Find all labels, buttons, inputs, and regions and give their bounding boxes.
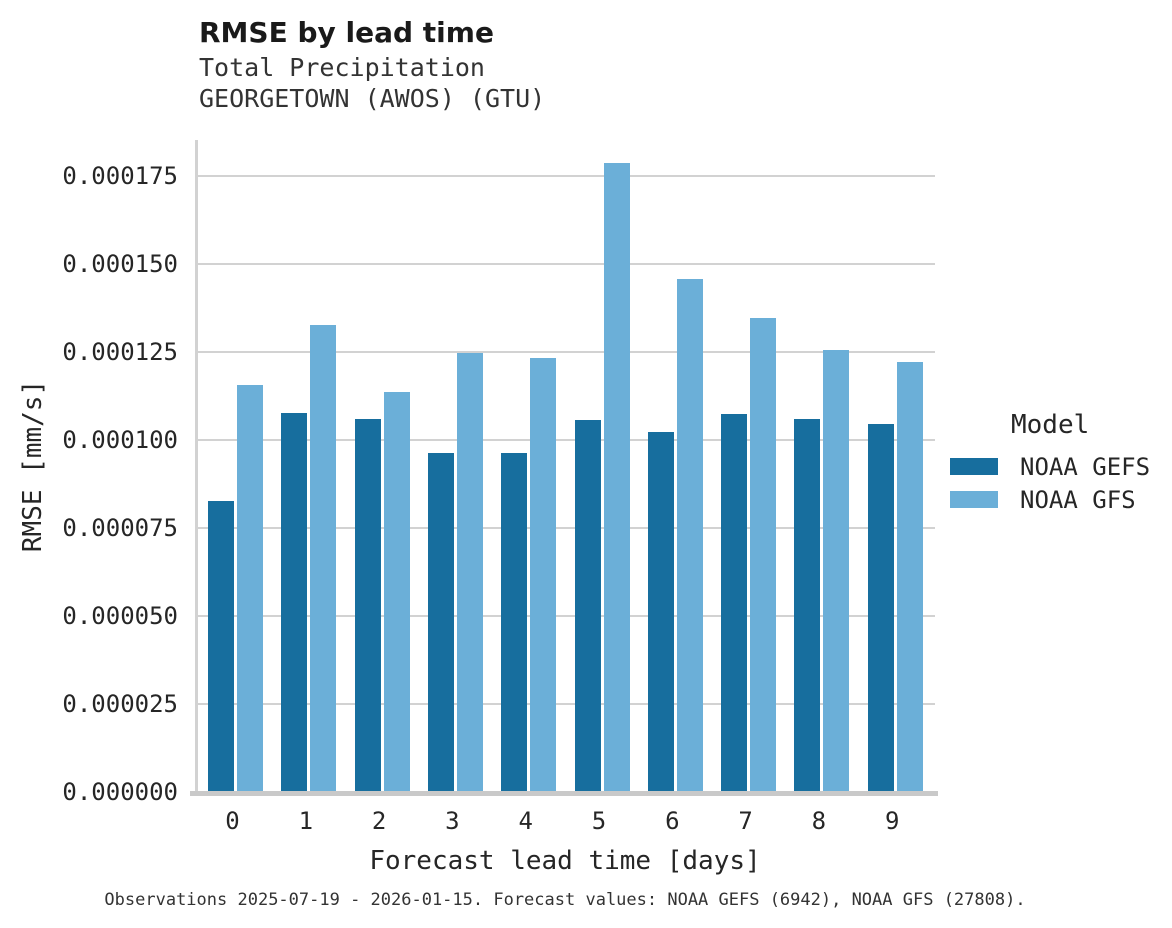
bar-noaa-gfs-lead-1 [310,325,337,792]
legend-label: NOAA GEFS [1020,452,1151,481]
y-tick-label: 0.000075 [62,513,178,542]
bar-noaa-gefs-lead-0 [208,501,234,792]
bar-noaa-gefs-lead-5 [574,420,601,792]
gridline [198,526,935,529]
legend-row-noaa-gefs: NOAA GEFS [950,450,1150,483]
x-tick-label: 7 [738,807,753,835]
gridline [198,614,935,617]
gridline [198,350,935,353]
bar-noaa-gfs-lead-4 [530,358,557,792]
x-tick-label: 6 [665,807,680,835]
y-tick-label: 0.000000 [62,778,178,806]
y-tick-label: 0.000125 [62,337,178,366]
bar-noaa-gfs-lead-7 [750,318,777,792]
caption: Observations 2025-07-19 - 2026-01-15. Fo… [104,890,1026,910]
legend-items: NOAA GEFS NOAA GFS [950,450,1150,516]
x-axis-line [190,791,938,796]
legend-swatch [950,458,998,475]
bar-noaa-gefs-lead-6 [647,432,674,792]
y-tick-label: 0.000025 [62,689,178,718]
bar-noaa-gfs-lead-9 [896,362,923,792]
gridline [198,438,935,441]
chart-subtitle-station: GEORGETOWN (AWOS) (GTU) [199,84,546,113]
legend: Model NOAA GEFS NOAA GFS [950,408,1150,516]
gridline [198,262,935,265]
bar-noaa-gefs-lead-3 [427,453,454,792]
bar-noaa-gfs-lead-8 [823,350,850,792]
bar-noaa-gfs-lead-5 [603,163,630,792]
bar-noaa-gefs-lead-8 [794,419,821,792]
y-tick-label: 0.000100 [62,425,178,454]
bar-noaa-gefs-lead-7 [721,414,748,792]
x-tick-label: 8 [811,807,827,835]
chart-subtitle-variable: Total Precipitation [199,53,485,82]
x-tick-label: 2 [371,807,387,835]
bar-noaa-gefs-lead-2 [354,419,381,792]
title-block: RMSE by lead time Total Precipitation GE… [199,14,545,114]
plot-area [195,140,935,792]
gridline [198,702,935,705]
gridline [198,174,935,177]
legend-swatch [950,491,998,508]
x-tick-label: 0 [225,807,240,835]
legend-label: NOAA GFS [1020,485,1136,514]
bar-noaa-gfs-lead-2 [383,392,410,792]
bar-noaa-gefs-lead-1 [281,413,308,792]
chart-title: RMSE by lead time [199,16,494,49]
x-tick-label: 3 [445,807,460,835]
y-tick-label: 0.000150 [62,249,178,278]
y-tick-label: 0.000050 [62,601,178,630]
bar-noaa-gefs-lead-9 [867,424,894,792]
bar-noaa-gfs-lead-6 [676,279,703,792]
legend-title: Model [1011,410,1090,440]
bar-noaa-gfs-lead-3 [456,353,483,792]
x-tick-label: 4 [518,807,533,835]
x-tick-label: 5 [591,807,607,835]
y-tick-label: 0.000175 [62,161,178,190]
legend-row-noaa-gfs: NOAA GFS [950,483,1150,516]
bar-noaa-gefs-lead-4 [501,453,528,792]
x-tick-label: 1 [298,807,314,835]
x-axis-title: Forecast lead time [days] [369,846,761,876]
bar-noaa-gfs-lead-0 [237,385,263,792]
x-tick-label: 9 [884,807,900,835]
